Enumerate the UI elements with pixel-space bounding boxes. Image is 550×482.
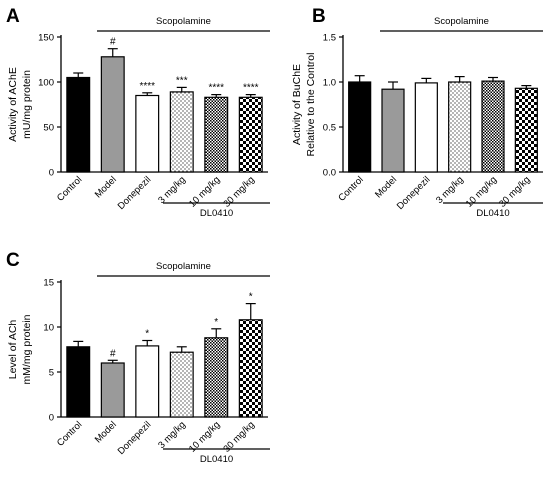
y-axis-label: Activity of BuChE	[291, 64, 303, 145]
x-category-label: 3 mg/kg	[156, 174, 188, 206]
bar	[481, 80, 505, 173]
scopolamine-label: Scopolamine	[156, 16, 211, 27]
chart-panel-b: B 0.0 0.5 1.0 1.5 Activity of BuChE Relative t…	[291, 6, 543, 219]
y-tick-label: 15	[43, 278, 54, 289]
bar	[66, 76, 91, 173]
significance-label: ****	[208, 83, 224, 94]
bar	[204, 96, 229, 173]
y-tick-label: 1.5	[323, 33, 336, 44]
y-axis-label: mU/mg protein	[21, 70, 33, 139]
y-axis-label: mM/mg protein	[21, 314, 33, 384]
x-category-label: Model	[93, 419, 119, 445]
significance-label: ****	[139, 81, 155, 92]
bar	[100, 362, 125, 418]
x-category-label: Donepezil	[116, 174, 154, 212]
x-category-label: Donepezil	[116, 419, 154, 457]
bar	[135, 94, 160, 173]
y-tick-label: 0.0	[323, 168, 336, 179]
x-category-label: 3 mg/kg	[434, 174, 466, 206]
chart-panel-a: A 0 50 100 150 Activity of AChE mU/mg protein C…	[6, 6, 270, 219]
x-category-label: Control	[55, 174, 84, 203]
y-axis-label: Activity of AChE	[7, 67, 19, 142]
y-tick-label: 1.0	[323, 78, 336, 89]
significance-label: *	[214, 317, 218, 328]
significance-label: #	[110, 37, 116, 48]
panel-letter: C	[6, 250, 20, 271]
dl0410-label: DL0410	[200, 454, 233, 465]
bar	[238, 96, 263, 173]
x-category-label: Model	[93, 174, 119, 200]
panel-letter: B	[312, 6, 326, 27]
bar	[448, 81, 472, 173]
dl0410-label: DL0410	[200, 208, 233, 219]
chart-panel-c: C 0 5 10 15 Level of ACh mM/mg protein Control #…	[6, 250, 270, 465]
bar	[414, 82, 438, 173]
y-tick-label: 0	[49, 413, 54, 424]
bar	[169, 91, 194, 173]
x-category-label: Control	[55, 419, 84, 448]
significance-label: ***	[176, 75, 188, 86]
x-category-label: 10 mg/kg	[187, 174, 222, 209]
y-tick-label: 50	[43, 123, 54, 134]
x-category-label: 10 mg/kg	[464, 174, 499, 209]
dl0410-label: DL0410	[476, 208, 509, 219]
significance-label: *	[249, 292, 253, 303]
y-tick-label: 0	[49, 168, 54, 179]
bar	[100, 56, 125, 173]
x-category-label: Control	[336, 174, 365, 203]
y-tick-label: 150	[38, 33, 54, 44]
y-tick-label: 0.5	[323, 123, 336, 134]
bar	[514, 87, 538, 173]
y-tick-label: 5	[49, 368, 54, 379]
x-category-label: Donepezil	[395, 174, 433, 212]
x-category-label: 3 mg/kg	[156, 419, 188, 451]
x-category-label: Model	[373, 174, 399, 200]
bar	[204, 337, 229, 418]
bar	[238, 319, 263, 418]
x-category-label: 30 mg/kg	[221, 174, 256, 209]
y-tick-label: 10	[43, 323, 54, 334]
bar	[348, 81, 372, 173]
bar	[66, 346, 91, 418]
y-axis-label: Level of ACh	[7, 320, 19, 380]
bar	[169, 351, 194, 418]
scopolamine-label: Scopolamine	[156, 261, 211, 272]
significance-label: *	[145, 329, 149, 340]
panel-letter: A	[6, 6, 20, 27]
bar	[135, 345, 160, 418]
scopolamine-label: Scopolamine	[434, 16, 489, 27]
significance-label: #	[110, 348, 116, 359]
y-tick-label: 100	[38, 78, 54, 89]
significance-label: ****	[243, 83, 259, 94]
x-category-label: 30 mg/kg	[497, 174, 532, 209]
y-axis-label: Relative to the Control	[305, 53, 317, 157]
bar	[381, 88, 405, 173]
